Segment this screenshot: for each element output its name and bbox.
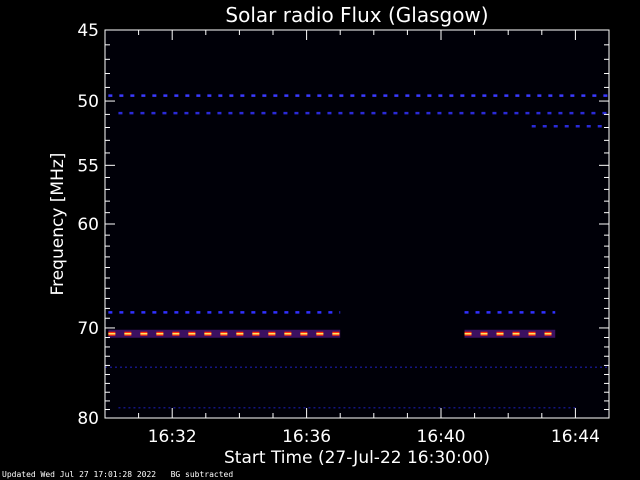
updated-timestamp: Updated Wed Jul 27 17:01:28 2022 bbox=[2, 470, 157, 479]
y-tick-label: 60 bbox=[77, 215, 99, 235]
y-tick-label: 45 bbox=[77, 21, 99, 41]
y-tick-label: 70 bbox=[77, 319, 99, 339]
x-axis-label: Start Time (27-Jul-22 16:30:00) bbox=[224, 448, 490, 468]
plot-background bbox=[105, 30, 609, 418]
y-tick-label: 55 bbox=[77, 156, 99, 176]
chart-title: Solar radio Flux (Glasgow) bbox=[225, 3, 488, 27]
x-tick-label: 16:36 bbox=[282, 427, 331, 447]
x-tick-label: 16:32 bbox=[148, 427, 197, 447]
axis-ticks: 45 50 55 60 70 80 16:32 16:36 16:40 16:44 bbox=[77, 21, 609, 447]
x-tick-label: 16:44 bbox=[551, 427, 600, 447]
x-tick-label: 16:40 bbox=[417, 427, 466, 447]
bg-subtracted-note: BG subtracted bbox=[170, 470, 234, 479]
emission-bands bbox=[105, 94, 609, 409]
y-tick-label: 50 bbox=[77, 92, 99, 112]
footer-status: Updated Wed Jul 27 17:01:28 2022 BG subt… bbox=[2, 470, 233, 480]
y-tick-label: 80 bbox=[77, 409, 99, 429]
y-axis-label: Frequency [MHz] bbox=[48, 153, 68, 296]
